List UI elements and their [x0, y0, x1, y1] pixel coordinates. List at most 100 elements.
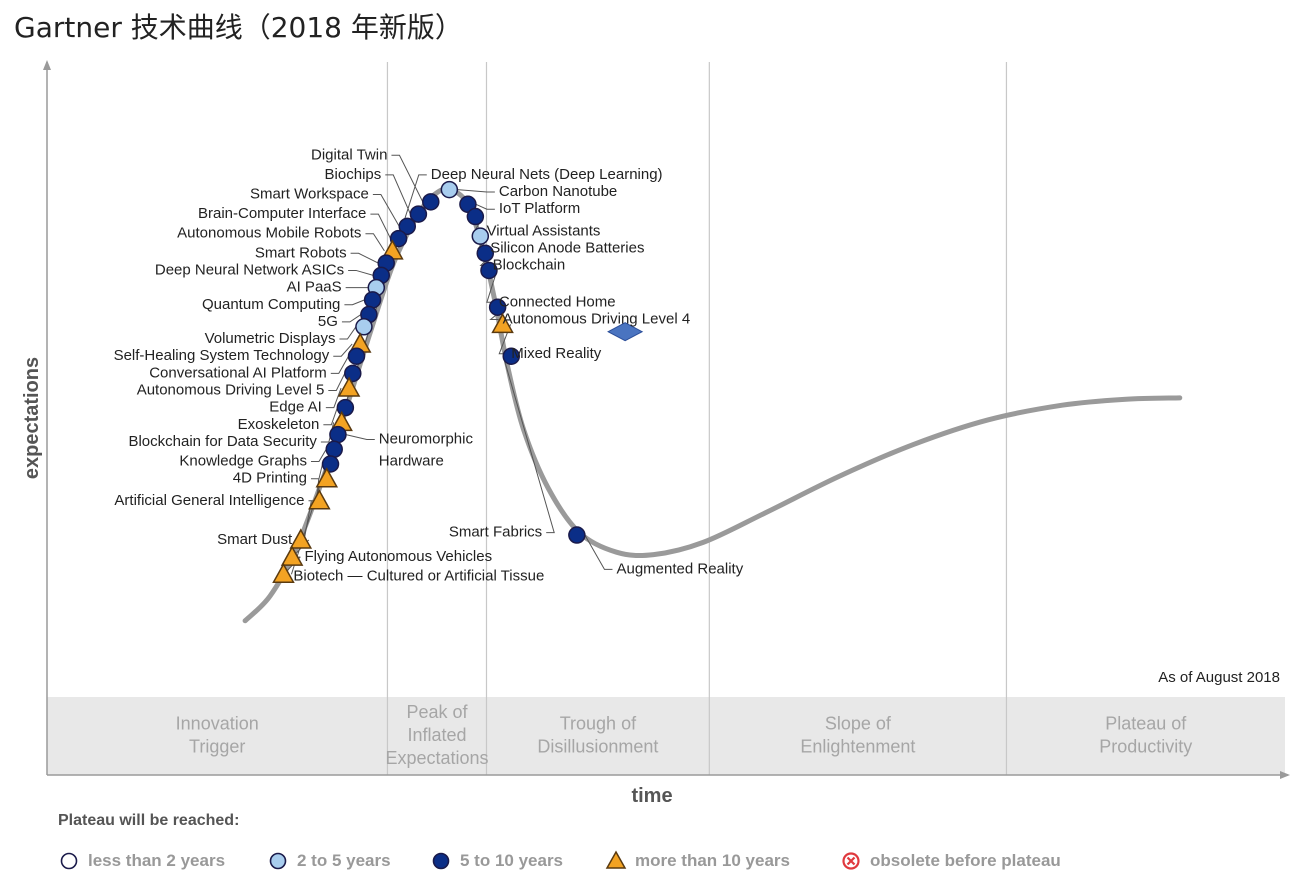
y-axis-label: expectations — [21, 357, 43, 479]
data-label-edge-ai: Edge AI — [269, 399, 322, 416]
data-label-line: 4D Printing — [233, 470, 307, 487]
data-label-line: Exoskeleton — [238, 416, 320, 433]
data-label-brain-computer-interface: Brain-Computer Interface — [198, 205, 366, 222]
data-label-line: Augmented Reality — [616, 560, 743, 577]
leader-line — [333, 343, 353, 357]
data-label-line: Conversational AI Platform — [149, 364, 327, 381]
data-label-digital-twin: Digital Twin — [311, 146, 387, 163]
legend-label: 2 to 5 years — [297, 851, 391, 870]
data-label-line: Self-Healing System Technology — [114, 347, 330, 364]
data-label-line: Deep Neural Network ASICs — [155, 261, 344, 278]
data-label-line: Carbon Nanotube — [499, 183, 617, 200]
phase-label-line: Disillusionment — [537, 736, 658, 756]
legend-triangle-icon — [605, 850, 627, 869]
legend-item-obsolete: obsolete before plateau — [840, 850, 1061, 872]
leader-line — [325, 387, 342, 409]
leader-line — [330, 355, 349, 374]
triangle-marker — [280, 545, 304, 566]
data-label-line: Hardware — [379, 452, 444, 469]
phase-label-innovation-trigger: Innovation Trigger — [176, 713, 259, 756]
data-label-line: Neuromorphic — [379, 430, 474, 447]
legend-circle-icon — [432, 852, 450, 870]
triangle-marker — [337, 376, 361, 397]
phase-label-line: Peak of — [406, 702, 468, 722]
leader-line — [502, 356, 555, 534]
circle-marker — [488, 298, 507, 316]
triangle-marker — [308, 489, 331, 510]
circle-marker — [502, 347, 520, 365]
data-label-conversational-ai-platform: Conversational AI Platform — [149, 364, 327, 381]
data-label-line: Volumetric Displays — [205, 330, 336, 347]
phase-label-line: Trough of — [560, 713, 637, 733]
circle-marker — [440, 180, 459, 199]
circle-marker — [355, 318, 373, 336]
circle-marker — [422, 193, 440, 211]
diamond-marker — [607, 322, 644, 342]
phase-labels: Innovation Trigger Peak of Inflated Expectat… — [176, 702, 1193, 768]
data-label-smart-workspace: Smart Workspace — [250, 185, 369, 202]
data-label-line: Brain-Computer Interface — [198, 205, 366, 222]
data-label-line: Blockchain for Data Security — [128, 433, 317, 450]
circle-marker — [409, 205, 428, 223]
data-label-line: Mixed Reality — [511, 345, 602, 362]
legend-label: obsolete before plateau — [870, 851, 1061, 870]
data-label-neuromorphic-hardware: Neuromorphic Hardware — [379, 430, 474, 469]
circle-marker — [476, 244, 495, 263]
data-label-mixed-reality: Mixed Reality — [511, 345, 602, 362]
leader-line — [372, 194, 400, 227]
leader-line — [370, 213, 392, 239]
data-label-smart-dust: Smart Dust — [217, 531, 293, 548]
y-axis-arrow — [43, 60, 51, 70]
data-label-line: Silicon Anode Batteries — [490, 239, 644, 256]
leader-line — [475, 203, 495, 210]
leader-line — [345, 434, 375, 440]
data-label-autonomous-driving-level-5: Autonomous Driving Level 5 — [137, 381, 325, 398]
triangle-marker — [315, 467, 339, 488]
data-label-exoskeleton: Exoskeleton — [238, 416, 320, 433]
circle-marker — [389, 229, 408, 248]
phase-label-line: Slope of — [825, 713, 892, 733]
leader-line — [328, 373, 346, 391]
data-label-line: Digital Twin — [311, 146, 387, 163]
leader-line — [457, 189, 495, 193]
data-label-line: Smart Robots — [255, 244, 347, 261]
leader-line — [310, 463, 323, 480]
legend-circle-icon — [269, 852, 287, 870]
legend-item-lt2: less than 2 years — [58, 850, 225, 872]
leader-line — [310, 449, 327, 463]
data-label-autonomous-mobile-robots: Autonomous Mobile Robots — [177, 225, 361, 242]
data-label-line: Virtual Assistants — [486, 222, 600, 239]
legend-label: 5 to 10 years — [460, 851, 564, 870]
x-axis-label: time — [631, 785, 672, 807]
axes — [43, 60, 1290, 779]
phase-band-background — [47, 697, 1285, 775]
data-label-line: AI PaaS — [287, 279, 342, 296]
data-label-artificial-general-intelligence: Artificial General Intelligence — [114, 492, 304, 509]
leader-line — [350, 252, 379, 264]
data-label-line: Edge AI — [269, 399, 322, 416]
phase-label-slope-of-enlightenment: Slope of Enlightenment — [800, 713, 915, 756]
hype-cycle-chart: Digital Twin Biochips Smart Workspace Brain… — [21, 60, 1290, 807]
circle-marker — [325, 440, 343, 459]
circle-marker — [329, 425, 347, 444]
data-label-biotech-cultured-or-artificial-tissue: Biotech — Cultured or Artificial Tissue — [293, 568, 544, 585]
leader-line — [339, 326, 357, 340]
leader-line — [344, 299, 365, 306]
circle-marker — [480, 261, 498, 280]
circle-marker — [466, 207, 485, 226]
data-label-knowledge-graphs: Knowledge Graphs — [179, 453, 307, 470]
legend-obsolete-icon — [842, 852, 860, 870]
triangle-marker — [289, 528, 313, 549]
data-label-line: Autonomous Driving Level 5 — [137, 381, 325, 398]
data-label-line: Autonomous Driving Level 4 — [503, 310, 691, 327]
data-label-connected-home: Connected Home — [499, 293, 616, 310]
data-label-line: IoT Platform — [499, 200, 580, 217]
data-label-deep-neural-network-asics: Deep Neural Network ASICs — [155, 261, 344, 278]
data-label-silicon-anode-batteries: Silicon Anode Batteries — [490, 239, 644, 256]
phase-label-trough-of-disillusionment: Trough of Disillusionment — [537, 713, 658, 756]
legend-item-5to10: 5 to 10 years — [430, 850, 563, 872]
legend-label: more than 10 years — [635, 851, 790, 870]
leader-line — [348, 269, 374, 276]
legend-item-2to5: 2 to 5 years — [267, 850, 391, 872]
leader-line — [365, 233, 385, 252]
